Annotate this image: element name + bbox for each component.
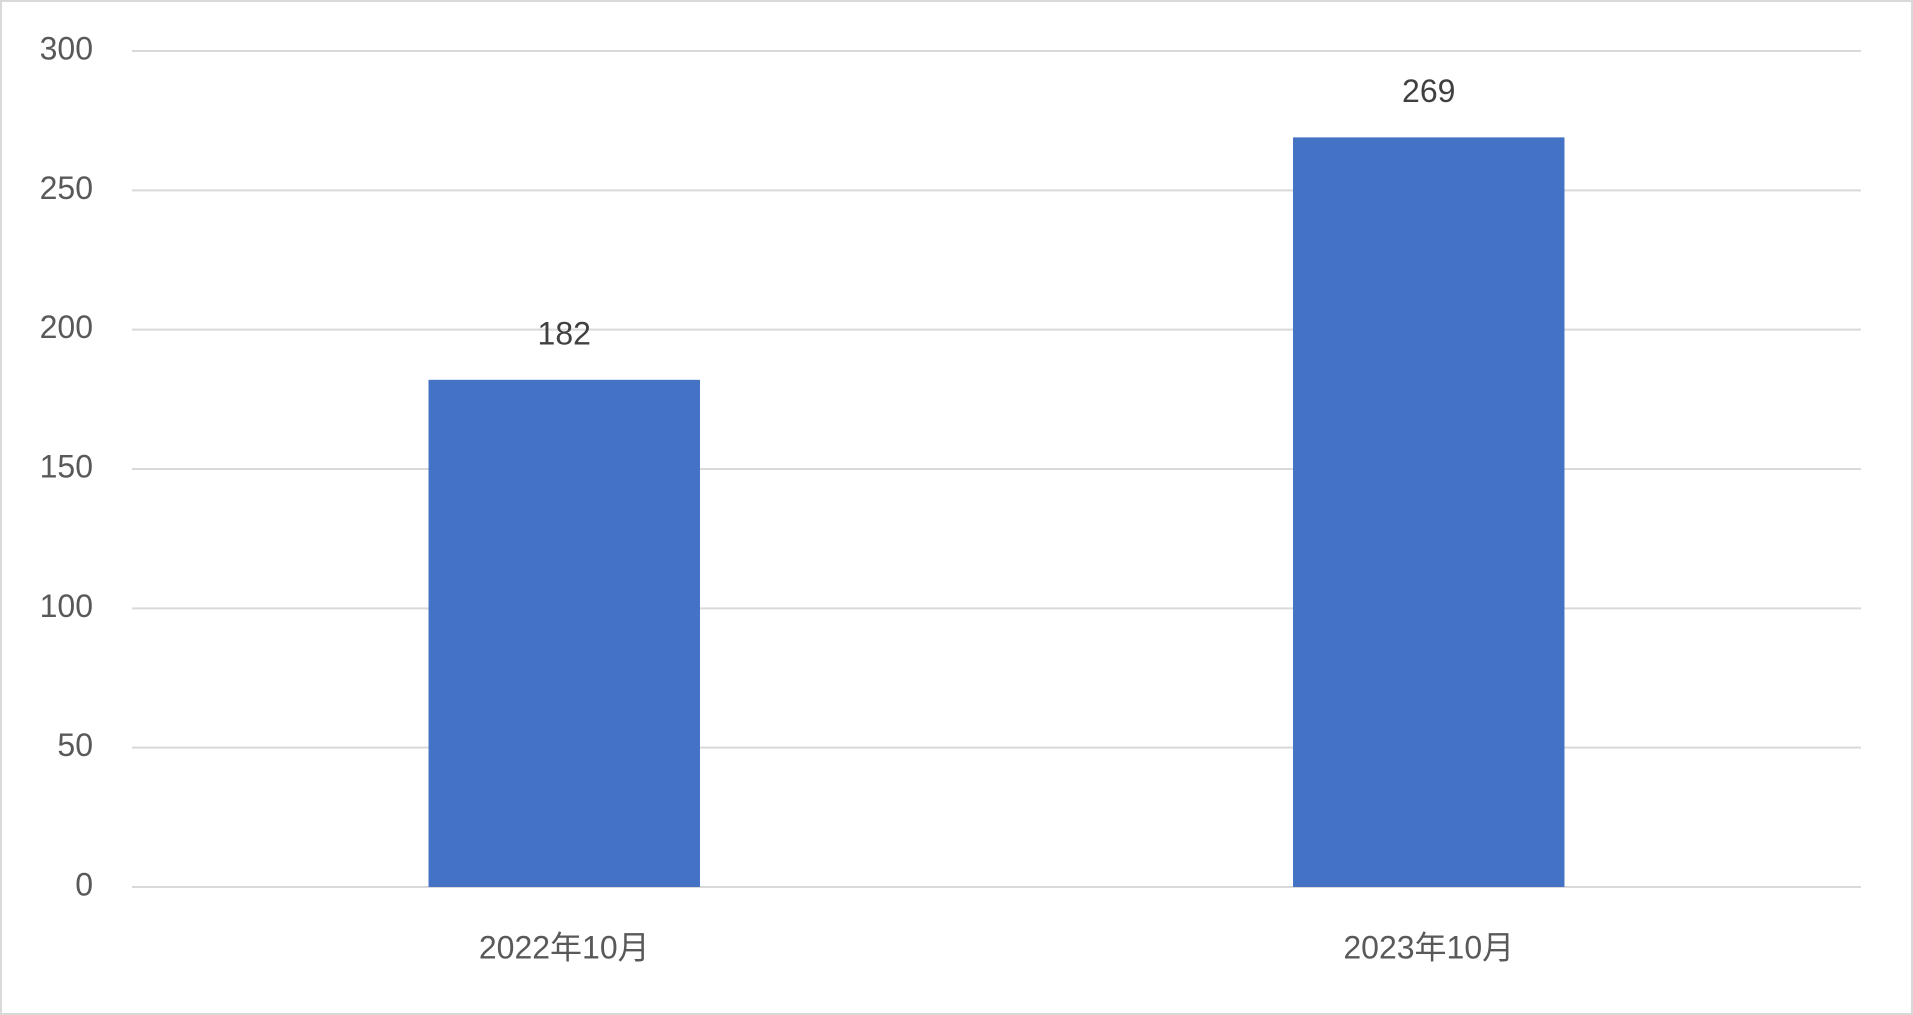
x-tick-label: 2023年10月 xyxy=(1343,929,1514,965)
y-tick-label: 200 xyxy=(40,309,93,345)
y-tick-label: 250 xyxy=(40,170,93,206)
y-tick-label: 150 xyxy=(40,448,93,484)
x-tick-label: 2022年10月 xyxy=(479,929,650,965)
data-label: 182 xyxy=(538,315,591,351)
y-tick-label: 100 xyxy=(40,588,93,624)
bar xyxy=(428,379,700,887)
data-label: 269 xyxy=(1402,73,1455,109)
bar xyxy=(1293,137,1565,888)
y-tick-label: 50 xyxy=(57,727,93,763)
y-tick-label: 0 xyxy=(75,866,93,902)
y-tick-label: 300 xyxy=(40,30,93,66)
